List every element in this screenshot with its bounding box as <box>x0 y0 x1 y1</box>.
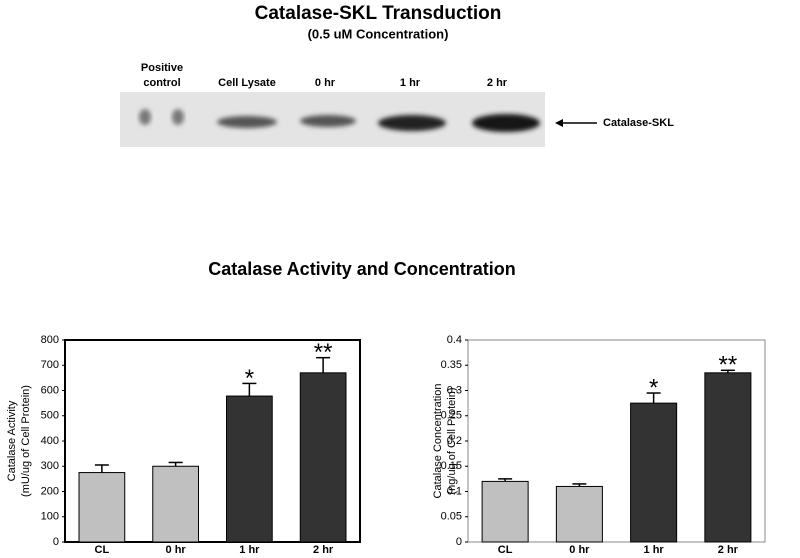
y-tick-label: 0.15 <box>441 460 462 472</box>
arrow-head <box>555 119 563 127</box>
lane-label: 2 hr <box>487 77 508 89</box>
section-title: Catalase Activity and Concentration <box>208 259 515 279</box>
y-tick-label: 100 <box>41 511 59 523</box>
significance-mark: ** <box>719 352 738 379</box>
y-axis-label: (ng/ug of Cell Protein) <box>446 388 458 495</box>
bar <box>299 372 347 543</box>
x-tick-label: 0 hr <box>166 544 187 556</box>
y-axis-label: Catalase Activity <box>6 400 18 481</box>
y-axis-label: (mU/ug of Cell Protein) <box>20 385 32 497</box>
significance-mark: * <box>649 374 658 401</box>
significance-mark: ** <box>314 339 333 366</box>
x-tick-label: 1 hr <box>239 544 260 556</box>
x-tick-label: CL <box>95 544 110 556</box>
blot-subtitle: (0.5 uM Concentration) <box>308 26 449 41</box>
lane-label: Cell Lysate <box>218 77 276 89</box>
bar <box>630 402 678 543</box>
y-axis-label: Catalase Concentration <box>432 384 444 499</box>
y-tick-label: 0.2 <box>447 435 462 447</box>
lane-label: Positive <box>141 62 183 74</box>
y-tick-label: 0 <box>456 536 462 548</box>
y-tick-label: 500 <box>41 410 59 422</box>
y-tick-label: 800 <box>41 334 59 346</box>
y-tick-label: 200 <box>41 485 59 497</box>
x-tick-label: 1 hr <box>644 544 665 556</box>
bar <box>481 480 529 543</box>
blot-title: Catalase-SKL Transduction <box>255 3 502 24</box>
lane-label: control <box>143 77 180 89</box>
y-tick-label: 0 <box>53 536 59 548</box>
y-tick-label: 0.3 <box>447 384 462 396</box>
y-tick-label: 0.4 <box>447 334 462 346</box>
band-label: Catalase-SKL <box>603 117 674 129</box>
lane-label: 1 hr <box>400 77 421 89</box>
x-tick-label: 2 hr <box>313 544 334 556</box>
y-tick-label: 400 <box>41 435 59 447</box>
x-tick-label: 2 hr <box>718 544 739 556</box>
lane-label: 0 hr <box>315 77 336 89</box>
blot-image <box>120 92 545 147</box>
y-tick-label: 700 <box>41 359 59 371</box>
bar <box>704 372 752 543</box>
y-tick-label: 600 <box>41 384 59 396</box>
y-tick-label: 0.05 <box>441 511 462 523</box>
bar <box>226 395 273 543</box>
y-tick-label: 0.25 <box>441 410 462 422</box>
y-tick-label: 0.35 <box>441 359 462 371</box>
x-tick-label: 0 hr <box>569 544 590 556</box>
bar <box>78 472 126 543</box>
y-tick-label: 300 <box>41 460 59 472</box>
y-tick-label: 0.1 <box>447 485 462 497</box>
bar <box>152 465 199 543</box>
bar <box>555 485 603 543</box>
significance-mark: * <box>245 365 254 392</box>
x-tick-label: CL <box>498 544 513 556</box>
